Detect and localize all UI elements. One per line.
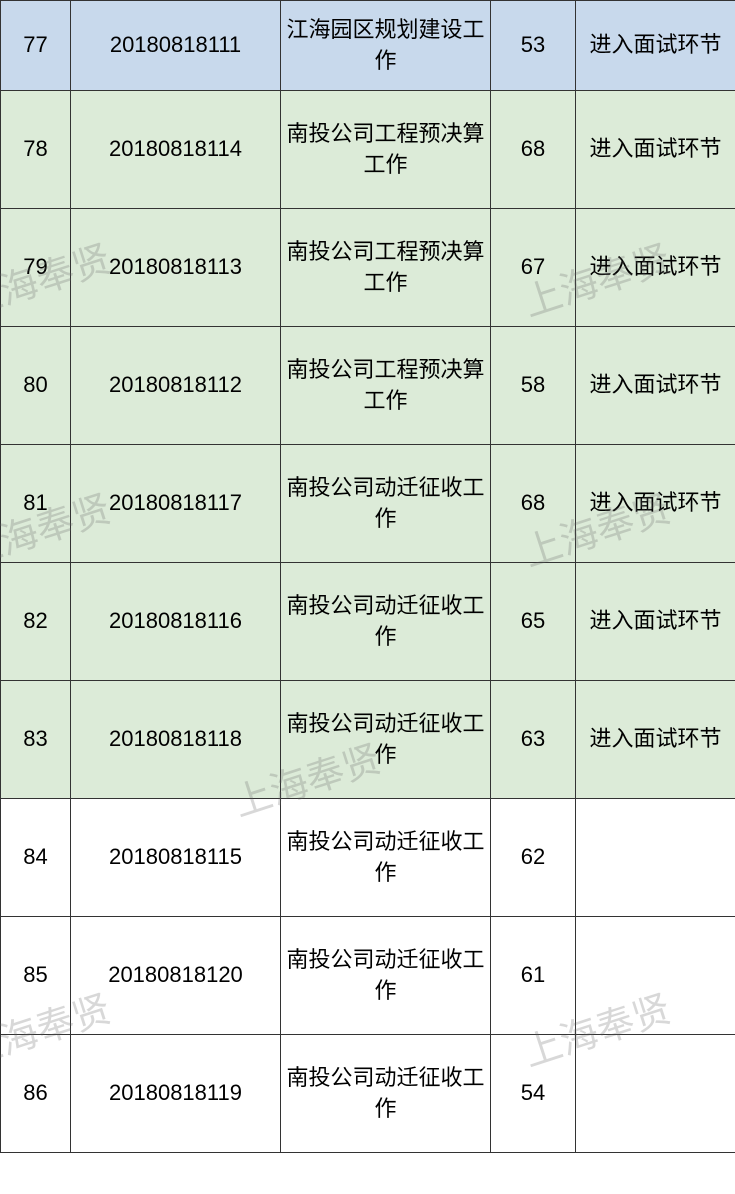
cell-position: 南投公司工程预决算工作 xyxy=(281,327,491,445)
cell-index: 85 xyxy=(1,917,71,1035)
cell-status: 进入面试环节 xyxy=(576,445,735,563)
cell-id: 20180818112 xyxy=(71,327,281,445)
table-row: 79 20180818113 南投公司工程预决算工作 67 进入面试环节 xyxy=(1,209,735,327)
cell-index: 78 xyxy=(1,91,71,209)
cell-index: 77 xyxy=(1,1,71,91)
cell-score: 61 xyxy=(491,917,576,1035)
table-row: 80 20180818112 南投公司工程预决算工作 58 进入面试环节 xyxy=(1,327,735,445)
cell-position: 南投公司动迁征收工作 xyxy=(281,445,491,563)
cell-score: 67 xyxy=(491,209,576,327)
cell-index: 81 xyxy=(1,445,71,563)
cell-index: 79 xyxy=(1,209,71,327)
cell-position: 江海园区规划建设工作 xyxy=(281,1,491,91)
cell-score: 58 xyxy=(491,327,576,445)
cell-index: 84 xyxy=(1,799,71,917)
data-table: 77 20180818111 江海园区规划建设工作 53 进入面试环节 78 2… xyxy=(0,0,735,1153)
cell-status: 进入面试环节 xyxy=(576,91,735,209)
cell-status: 进入面试环节 xyxy=(576,327,735,445)
cell-position: 南投公司动迁征收工作 xyxy=(281,563,491,681)
cell-score: 63 xyxy=(491,681,576,799)
cell-id: 20180818113 xyxy=(71,209,281,327)
cell-id: 20180818115 xyxy=(71,799,281,917)
cell-id: 20180818120 xyxy=(71,917,281,1035)
cell-id: 20180818116 xyxy=(71,563,281,681)
table-row: 86 20180818119 南投公司动迁征收工作 54 xyxy=(1,1035,735,1153)
cell-index: 86 xyxy=(1,1035,71,1153)
cell-id: 20180818117 xyxy=(71,445,281,563)
cell-position: 南投公司动迁征收工作 xyxy=(281,1035,491,1153)
cell-position: 南投公司工程预决算工作 xyxy=(281,209,491,327)
table-row: 78 20180818114 南投公司工程预决算工作 68 进入面试环节 xyxy=(1,91,735,209)
table-row: 83 20180818118 南投公司动迁征收工作 63 进入面试环节 xyxy=(1,681,735,799)
table-row: 81 20180818117 南投公司动迁征收工作 68 进入面试环节 xyxy=(1,445,735,563)
cell-status: 进入面试环节 xyxy=(576,563,735,681)
cell-score: 65 xyxy=(491,563,576,681)
cell-id: 20180818119 xyxy=(71,1035,281,1153)
cell-index: 83 xyxy=(1,681,71,799)
cell-position: 南投公司动迁征收工作 xyxy=(281,681,491,799)
cell-score: 53 xyxy=(491,1,576,91)
cell-position: 南投公司动迁征收工作 xyxy=(281,799,491,917)
cell-index: 82 xyxy=(1,563,71,681)
table-row: 84 20180818115 南投公司动迁征收工作 62 xyxy=(1,799,735,917)
table-body: 77 20180818111 江海园区规划建设工作 53 进入面试环节 78 2… xyxy=(1,1,735,1153)
cell-status: 进入面试环节 xyxy=(576,209,735,327)
table-row: 82 20180818116 南投公司动迁征收工作 65 进入面试环节 xyxy=(1,563,735,681)
cell-id: 20180818111 xyxy=(71,1,281,91)
table-row: 77 20180818111 江海园区规划建设工作 53 进入面试环节 xyxy=(1,1,735,91)
cell-score: 68 xyxy=(491,445,576,563)
cell-id: 20180818118 xyxy=(71,681,281,799)
cell-status xyxy=(576,917,735,1035)
table-container: 77 20180818111 江海园区规划建设工作 53 进入面试环节 78 2… xyxy=(0,0,735,1153)
cell-status: 进入面试环节 xyxy=(576,1,735,91)
cell-status xyxy=(576,1035,735,1153)
cell-id: 20180818114 xyxy=(71,91,281,209)
cell-score: 68 xyxy=(491,91,576,209)
cell-score: 62 xyxy=(491,799,576,917)
cell-score: 54 xyxy=(491,1035,576,1153)
cell-status xyxy=(576,799,735,917)
table-row: 85 20180818120 南投公司动迁征收工作 61 xyxy=(1,917,735,1035)
cell-index: 80 xyxy=(1,327,71,445)
cell-position: 南投公司工程预决算工作 xyxy=(281,91,491,209)
cell-status: 进入面试环节 xyxy=(576,681,735,799)
cell-position: 南投公司动迁征收工作 xyxy=(281,917,491,1035)
